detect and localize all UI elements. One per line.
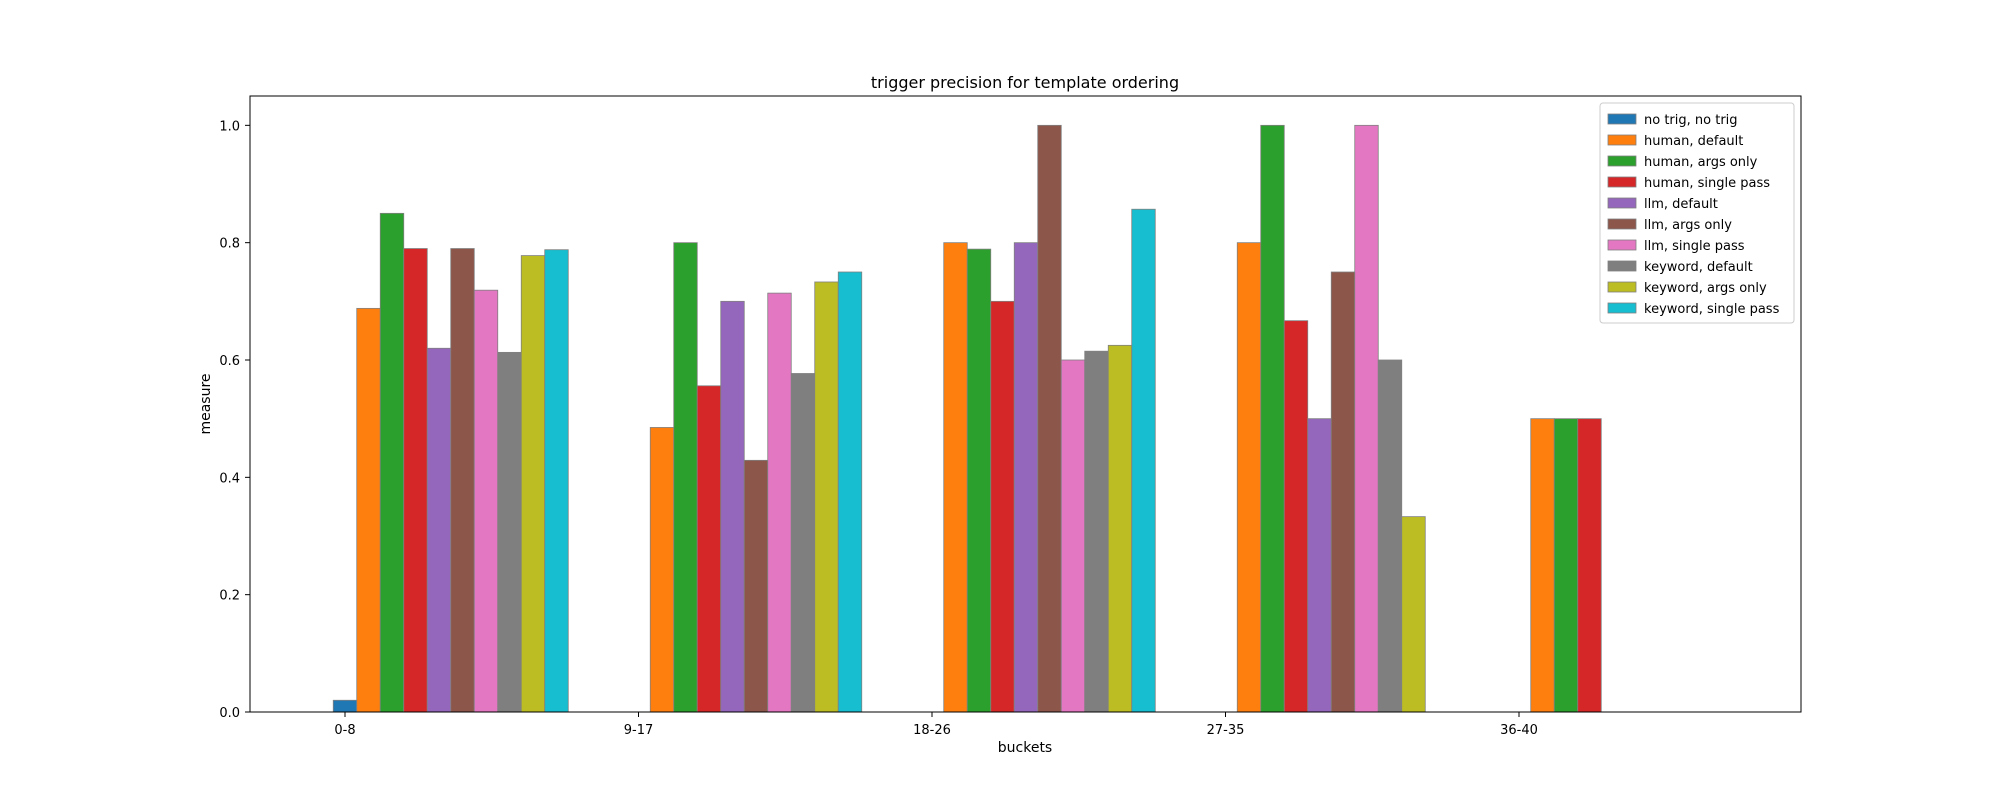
legend-swatch — [1607, 176, 1637, 188]
legend-label: keyword, args only — [1644, 281, 1767, 296]
bar — [790, 373, 816, 713]
bar — [743, 459, 769, 713]
plot-frame — [249, 95, 1802, 713]
bar — [1354, 124, 1379, 713]
legend-swatch — [1607, 155, 1637, 167]
bar — [1377, 359, 1403, 713]
y-tick-label: 0.8 — [219, 237, 240, 252]
bar — [1260, 124, 1285, 713]
y-axis-label: measure — [198, 373, 214, 434]
x-tick-label: 27-35 — [1207, 723, 1245, 738]
legend-swatch — [1607, 134, 1637, 146]
legend-swatch — [1607, 197, 1637, 209]
bar — [696, 385, 722, 713]
legend-label: human, args only — [1644, 155, 1758, 170]
x-tick-label: 36-40 — [1500, 723, 1538, 738]
bar — [673, 242, 698, 713]
y-tick-label: 0.6 — [219, 354, 240, 369]
bar — [403, 248, 428, 713]
bar — [450, 248, 475, 713]
bar — [720, 300, 745, 713]
bar — [356, 307, 381, 713]
bar — [1530, 418, 1555, 713]
bar — [767, 292, 792, 713]
bar — [1307, 418, 1332, 713]
bar — [520, 255, 546, 713]
bar — [1236, 242, 1262, 713]
legend-label: no trig, no trig — [1644, 113, 1738, 128]
legend-swatch — [1607, 281, 1637, 293]
bar — [943, 242, 968, 713]
bar — [497, 351, 522, 713]
bar — [332, 699, 358, 713]
bar — [837, 271, 863, 713]
bars-layer — [332, 124, 1602, 713]
bar — [1013, 242, 1039, 713]
bar — [1401, 516, 1426, 713]
y-tick-label: 0.2 — [219, 589, 240, 604]
bar — [814, 281, 839, 713]
x-tick-label: 9-17 — [624, 723, 654, 738]
bar — [990, 300, 1015, 713]
bar — [473, 289, 499, 713]
y-tick-label: 1.0 — [219, 119, 240, 134]
bar — [379, 212, 405, 713]
legend-label: human, single pass — [1644, 176, 1770, 191]
legend-box — [1599, 102, 1795, 324]
bar — [1060, 359, 1086, 713]
legend-label: human, default — [1644, 134, 1743, 149]
legend-label: llm, default — [1644, 197, 1718, 212]
bar — [1084, 350, 1109, 713]
bar — [966, 248, 992, 713]
bar — [544, 249, 569, 713]
legend-label: llm, single pass — [1644, 239, 1745, 254]
legend: no trig, no trig human, default human, arg… — [1599, 102, 1795, 324]
y-axis: 0.0 0.2 0.4 0.6 0.8 1.0 — [219, 119, 250, 721]
legend-swatch — [1607, 113, 1637, 125]
legend-swatch — [1607, 218, 1637, 230]
bar — [1283, 320, 1309, 713]
bar — [1553, 418, 1579, 713]
legend-label: llm, args only — [1644, 218, 1732, 233]
x-tick-label: 0-8 — [334, 723, 355, 738]
x-axis: 0-8 9-17 18-26 27-35 36-40 — [334, 712, 1538, 738]
y-tick-label: 0.0 — [219, 706, 240, 721]
bar — [1107, 344, 1133, 713]
chart-title: trigger precision for template ordering — [871, 73, 1179, 92]
bar — [1330, 271, 1356, 713]
y-tick-label: 0.4 — [219, 471, 240, 486]
legend-swatch — [1607, 302, 1637, 314]
legend-label: keyword, single pass — [1644, 302, 1780, 317]
bar — [1577, 418, 1602, 713]
x-tick-label: 18-26 — [913, 723, 951, 738]
bar — [1037, 124, 1062, 713]
bar — [649, 427, 675, 713]
legend-swatch — [1607, 260, 1637, 272]
bar — [426, 347, 452, 713]
x-axis-label: buckets — [998, 740, 1052, 756]
legend-swatch — [1607, 239, 1637, 251]
legend-label: keyword, default — [1644, 260, 1753, 275]
bar — [1131, 208, 1156, 713]
